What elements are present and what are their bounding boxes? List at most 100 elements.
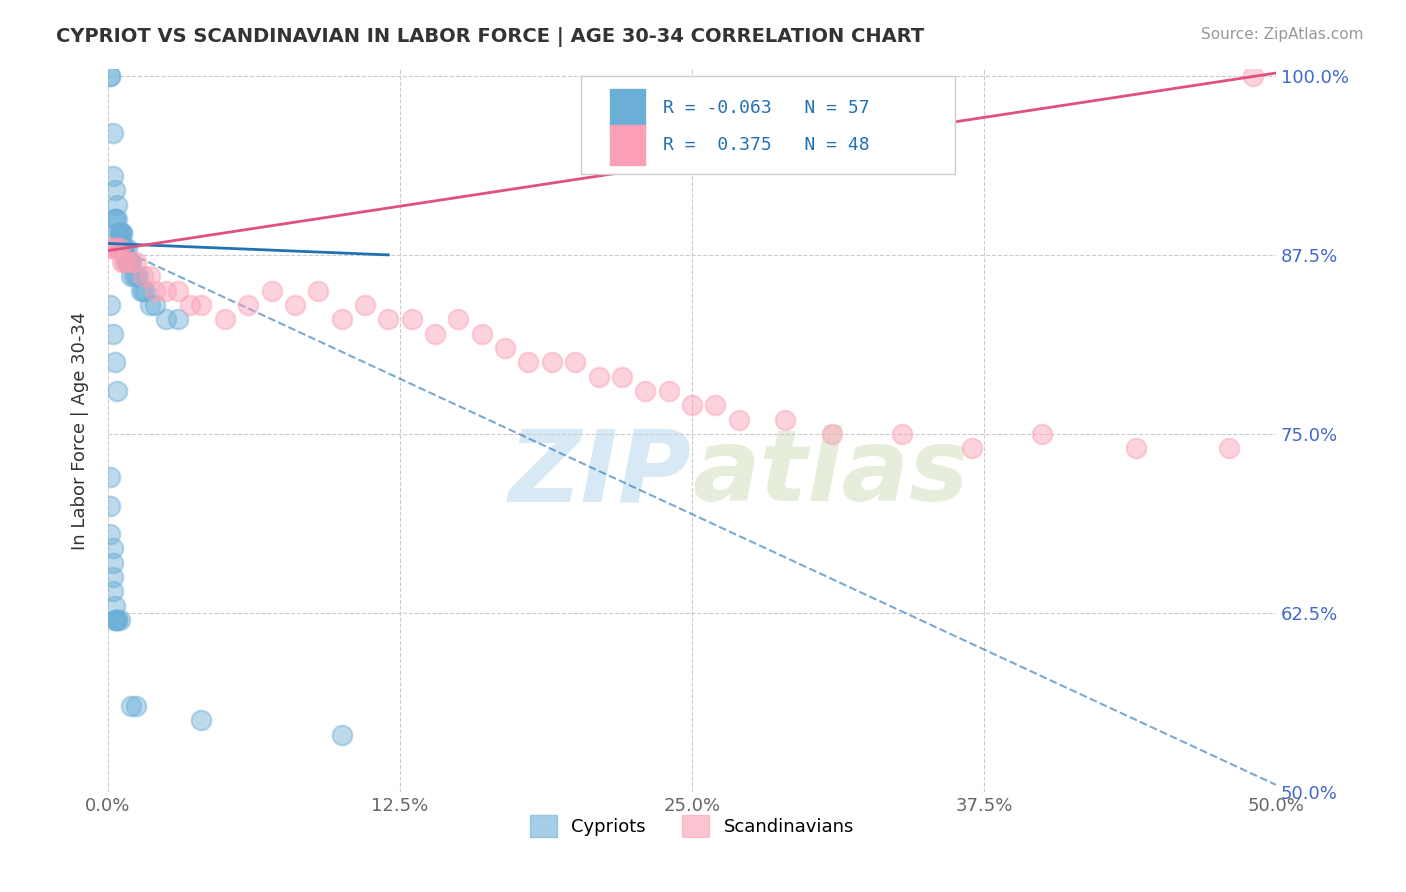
Point — [139, 269, 162, 284]
Point — [658, 384, 681, 398]
Point — [125, 255, 148, 269]
Point — [108, 241, 131, 255]
Point — [120, 699, 142, 714]
Point — [98, 298, 121, 312]
Point — [540, 355, 562, 369]
Point — [104, 212, 127, 227]
Point — [104, 184, 127, 198]
Point — [190, 714, 212, 728]
Point — [214, 312, 236, 326]
Point — [105, 241, 128, 255]
Point — [105, 613, 128, 627]
Point — [115, 255, 138, 269]
Point — [111, 227, 134, 241]
Point — [98, 470, 121, 484]
Point — [108, 227, 131, 241]
Point — [101, 541, 124, 556]
Point — [330, 728, 353, 742]
Point — [1218, 442, 1240, 456]
Point — [354, 298, 377, 312]
Point — [104, 355, 127, 369]
Point — [634, 384, 657, 398]
Point — [517, 355, 540, 369]
Text: CYPRIOT VS SCANDINAVIAN IN LABOR FORCE | AGE 30-34 CORRELATION CHART: CYPRIOT VS SCANDINAVIAN IN LABOR FORCE |… — [56, 27, 925, 46]
Point — [125, 269, 148, 284]
Point — [588, 369, 610, 384]
FancyBboxPatch shape — [581, 76, 955, 174]
Point — [179, 298, 201, 312]
Point — [1125, 442, 1147, 456]
Point — [115, 241, 138, 255]
Point — [101, 241, 124, 255]
Point — [108, 227, 131, 241]
Point — [101, 584, 124, 599]
Point — [821, 426, 844, 441]
Point — [139, 298, 162, 312]
Point — [122, 269, 145, 284]
Point — [125, 699, 148, 714]
Point — [447, 312, 470, 326]
Point — [112, 241, 135, 255]
Point — [775, 412, 797, 426]
Point — [101, 556, 124, 570]
Point — [105, 384, 128, 398]
Point — [681, 398, 703, 412]
Point — [112, 241, 135, 255]
Point — [471, 326, 494, 341]
Point — [129, 284, 152, 298]
Text: Source: ZipAtlas.com: Source: ZipAtlas.com — [1201, 27, 1364, 42]
Point — [127, 269, 149, 284]
Text: ZIP: ZIP — [509, 425, 692, 522]
Point — [118, 255, 141, 269]
Point — [111, 227, 134, 241]
Point — [564, 355, 586, 369]
Point — [98, 499, 121, 513]
Point — [104, 613, 127, 627]
Point — [115, 255, 138, 269]
Point — [155, 312, 177, 326]
Point — [105, 198, 128, 212]
Point — [284, 298, 307, 312]
Point — [307, 284, 329, 298]
Point — [108, 227, 131, 241]
Point — [236, 298, 259, 312]
Point — [101, 326, 124, 341]
Point — [143, 298, 166, 312]
Point — [727, 412, 749, 426]
Point — [120, 255, 142, 269]
Point — [98, 69, 121, 83]
Point — [330, 312, 353, 326]
Text: atlas: atlas — [692, 425, 969, 522]
Point — [143, 284, 166, 298]
Point — [132, 269, 155, 284]
Point — [962, 442, 984, 456]
Point — [112, 241, 135, 255]
Point — [111, 255, 134, 269]
Point — [104, 212, 127, 227]
Point — [1031, 426, 1053, 441]
Point — [891, 426, 914, 441]
Point — [494, 341, 516, 355]
Point — [167, 312, 190, 326]
FancyBboxPatch shape — [610, 88, 645, 128]
Point — [134, 284, 156, 298]
Point — [98, 241, 121, 255]
Text: R =  0.375   N = 48: R = 0.375 N = 48 — [662, 136, 869, 153]
Point — [108, 613, 131, 627]
Point — [101, 570, 124, 584]
Point — [190, 298, 212, 312]
Point — [104, 241, 127, 255]
Point — [112, 255, 135, 269]
Point — [118, 255, 141, 269]
Point — [105, 212, 128, 227]
Point — [155, 284, 177, 298]
Text: R = -0.063   N = 57: R = -0.063 N = 57 — [662, 100, 869, 118]
Point — [101, 126, 124, 140]
Point — [105, 227, 128, 241]
Point — [98, 69, 121, 83]
Point — [132, 284, 155, 298]
Point — [104, 613, 127, 627]
Point — [105, 613, 128, 627]
Point — [610, 369, 633, 384]
Point — [260, 284, 283, 298]
